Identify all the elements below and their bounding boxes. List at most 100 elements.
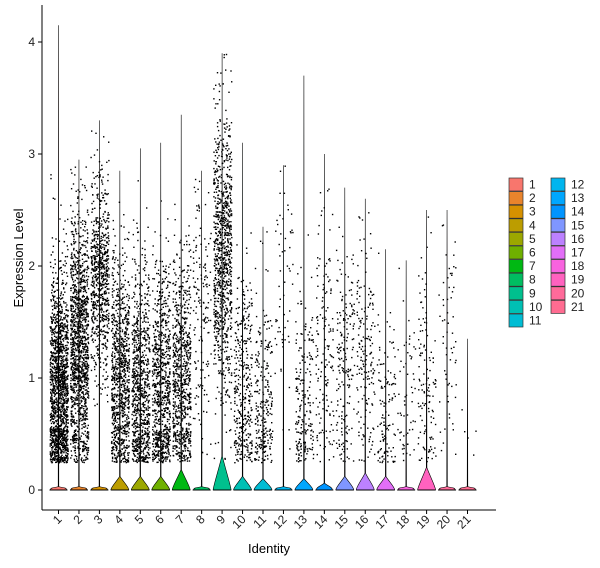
data-point — [80, 376, 82, 379]
data-point — [113, 290, 115, 292]
data-point — [103, 136, 105, 138]
data-point — [74, 285, 76, 287]
data-point — [136, 319, 138, 321]
data-point — [81, 349, 83, 352]
data-point — [65, 395, 67, 397]
data-point — [61, 415, 64, 418]
data-point — [82, 448, 84, 451]
data-point — [60, 421, 62, 423]
data-point — [77, 395, 79, 397]
data-point — [138, 339, 140, 342]
data-point — [114, 417, 116, 420]
data-point — [54, 390, 57, 392]
data-point — [50, 433, 52, 436]
data-point — [124, 387, 126, 390]
data-point — [91, 298, 93, 300]
data-point — [93, 311, 95, 313]
data-point — [132, 358, 134, 360]
data-point — [112, 370, 115, 373]
data-point — [115, 405, 118, 407]
data-point — [56, 341, 58, 343]
data-point — [51, 322, 53, 324]
data-point — [59, 303, 62, 305]
data-point — [103, 325, 105, 327]
data-point — [138, 388, 140, 391]
data-point — [63, 375, 65, 378]
data-point — [113, 442, 116, 444]
data-point — [58, 325, 61, 327]
data-point — [105, 202, 108, 205]
data-point — [80, 338, 82, 340]
data-point — [55, 403, 58, 406]
data-point — [101, 352, 103, 354]
data-point — [70, 388, 72, 390]
data-point — [143, 442, 145, 445]
data-point — [60, 414, 62, 417]
data-point — [70, 420, 72, 422]
data-point — [59, 417, 62, 419]
data-point — [77, 221, 80, 223]
data-point — [90, 272, 92, 274]
data-point — [121, 360, 123, 362]
data-point — [82, 330, 84, 332]
data-point — [73, 419, 75, 421]
data-point — [77, 267, 79, 269]
data-point — [146, 316, 148, 318]
data-point — [127, 379, 130, 381]
data-point — [97, 263, 99, 265]
data-point — [62, 328, 65, 330]
data-point — [58, 462, 60, 464]
data-point — [136, 269, 139, 271]
data-point — [93, 322, 95, 324]
data-point — [54, 321, 56, 324]
data-point — [50, 265, 52, 268]
data-point — [128, 360, 131, 362]
data-point — [134, 449, 136, 452]
data-point — [126, 361, 128, 363]
data-point — [122, 432, 124, 435]
data-point — [60, 374, 62, 377]
data-point — [63, 408, 66, 410]
data-point — [58, 406, 61, 408]
data-point — [65, 444, 68, 446]
data-point — [49, 400, 52, 403]
data-point — [50, 300, 52, 302]
data-point — [85, 443, 88, 445]
data-point — [124, 405, 127, 407]
data-point — [137, 180, 139, 182]
data-point — [72, 405, 74, 408]
data-point — [50, 427, 52, 429]
data-point — [72, 369, 74, 372]
data-point — [95, 176, 97, 178]
data-point — [104, 335, 107, 337]
data-point — [83, 369, 85, 371]
data-point — [85, 345, 87, 347]
data-point — [146, 367, 149, 370]
data-point — [56, 305, 58, 307]
data-point — [60, 405, 62, 407]
data-point — [100, 266, 102, 269]
data-point — [125, 431, 127, 433]
data-point — [112, 448, 114, 450]
data-point — [125, 327, 127, 329]
data-point — [71, 396, 73, 398]
data-point — [86, 384, 89, 386]
data-point — [93, 296, 96, 299]
data-point — [79, 314, 81, 317]
data-point — [92, 306, 94, 308]
data-point — [120, 402, 122, 404]
data-point — [70, 377, 72, 379]
data-point — [82, 380, 84, 382]
data-point — [104, 286, 106, 288]
data-point — [107, 267, 110, 269]
data-point — [83, 373, 86, 375]
data-point — [85, 418, 88, 420]
data-point — [71, 404, 74, 407]
data-point — [124, 370, 126, 372]
data-point — [99, 199, 101, 202]
data-point — [55, 366, 57, 369]
data-point — [85, 254, 87, 256]
data-point — [86, 415, 88, 417]
data-point — [58, 434, 60, 436]
data-point — [86, 242, 89, 244]
